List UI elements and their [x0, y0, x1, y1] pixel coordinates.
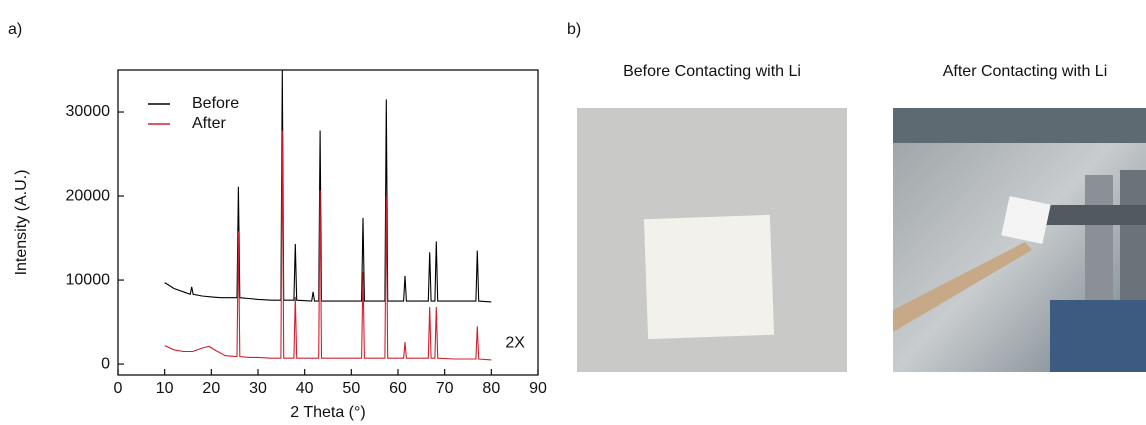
x-tick-label: 50: [342, 380, 360, 397]
x-tick-label: 70: [436, 380, 454, 397]
y-tick-label: 10000: [66, 271, 111, 288]
x-tick-label: 60: [389, 380, 407, 397]
x-tick-label: 20: [202, 380, 220, 397]
photo-caption: After Contacting with Li: [943, 63, 1108, 80]
x-tick-label: 80: [482, 380, 500, 397]
y-tick-label: 0: [101, 355, 110, 372]
x-tick-label: 0: [114, 380, 123, 397]
data-line: [164, 130, 492, 361]
panel-label: a): [8, 21, 22, 38]
photo-after: [893, 108, 1146, 372]
photo-before: [577, 108, 847, 372]
panel-label: b): [567, 21, 581, 38]
photo-caption: Before Contacting with Li: [623, 63, 801, 80]
annotation: 2X: [505, 334, 525, 351]
y-axis-label: Intensity (A.U.): [13, 170, 30, 276]
legend-label: Before: [192, 95, 239, 112]
legend-label: After: [192, 115, 226, 132]
data-line: [164, 69, 492, 303]
y-tick-label: 20000: [66, 187, 111, 204]
plot-frame: [117, 69, 539, 376]
x-tick-label: 40: [296, 380, 314, 397]
x-tick-label: 30: [249, 380, 267, 397]
x-tick-label: 90: [529, 380, 547, 397]
y-tick-label: 30000: [66, 103, 111, 120]
x-axis-label: 2 Theta (°): [290, 404, 365, 421]
chart: 0 10 20 30 40 50 60 70 80 90 0 10000 20000 30000 2 The…: [13, 69, 547, 421]
x-tick-label: 10: [156, 380, 174, 397]
